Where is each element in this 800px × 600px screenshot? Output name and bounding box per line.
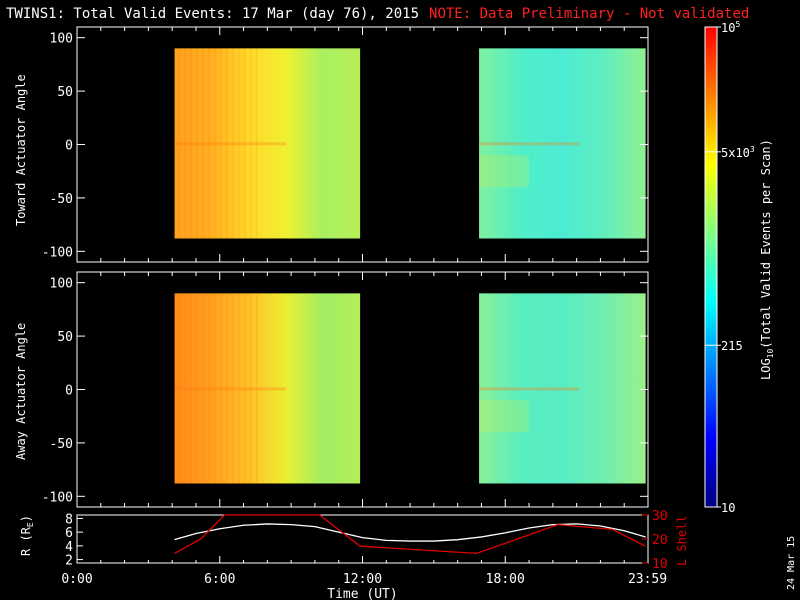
colorbar-tick-label: 105 bbox=[721, 20, 740, 35]
toward-panel-stripe bbox=[184, 48, 186, 239]
orbit-xtick-label: 23:59 bbox=[628, 572, 667, 587]
toward-panel-stripe bbox=[244, 48, 246, 239]
toward-panel-zero-band bbox=[479, 142, 580, 146]
orbit-xtick-label: 12:00 bbox=[343, 572, 382, 587]
toward-panel-stripe bbox=[178, 48, 180, 239]
away-panel-stripe bbox=[226, 293, 228, 484]
orbit-ytick-label: 8 bbox=[65, 512, 73, 527]
orbit-ytick-label: 6 bbox=[65, 526, 73, 541]
toward-panel-stripe bbox=[226, 48, 228, 239]
away-ylabel: Away Actuator Angle bbox=[14, 322, 28, 460]
ytick-label: -100 bbox=[42, 245, 73, 260]
toward-panel-stripe bbox=[232, 48, 234, 239]
away-panel-stripe bbox=[196, 293, 198, 484]
heatmap-layer bbox=[174, 48, 646, 484]
away-panel-patch bbox=[479, 400, 530, 433]
orbit-layer bbox=[174, 514, 646, 555]
lshell-ytick-label: 20 bbox=[652, 533, 668, 548]
orbit-xtick-label: 0:00 bbox=[61, 572, 92, 587]
toward-panel-zero-band bbox=[174, 142, 286, 146]
toward-panel-stripe bbox=[238, 48, 240, 239]
orbit-ytick-label: 4 bbox=[65, 540, 73, 555]
orbit-xtick-label: 18:00 bbox=[486, 572, 525, 587]
away-panel-stripe bbox=[214, 293, 216, 484]
toward-panel-segment bbox=[479, 48, 646, 239]
away-panel-stripe bbox=[256, 293, 258, 484]
away-panel-stripe bbox=[190, 293, 192, 484]
colorbar-tick-label: 215 bbox=[721, 339, 743, 353]
away-panel-stripe bbox=[202, 293, 204, 484]
plot-title: TWINS1: Total Valid Events: 17 Mar (day … bbox=[6, 6, 749, 22]
toward-panel-stripe bbox=[250, 48, 252, 239]
toward-panel-stripe bbox=[190, 48, 192, 239]
away-panel-stripe bbox=[250, 293, 252, 484]
orbit-ytick-label: 2 bbox=[65, 554, 73, 569]
lshell-ylabel: L Shell bbox=[675, 515, 689, 566]
away-panel-segment bbox=[479, 293, 646, 484]
toward-panel-stripe bbox=[196, 48, 198, 239]
away-panel-stripe bbox=[178, 293, 180, 484]
lshell-ytick-label: 10 bbox=[652, 557, 668, 572]
ytick-label: 50 bbox=[57, 85, 73, 100]
preliminary-note: NOTE: Data Preliminary - Not validated bbox=[429, 6, 750, 22]
toward-panel-stripe bbox=[256, 48, 258, 239]
orbit-lshell-line bbox=[174, 514, 646, 555]
lshell-ytick-label: 30 bbox=[652, 509, 668, 524]
orbit-xlabel: Time (UT) bbox=[327, 587, 397, 600]
ytick-label: 50 bbox=[57, 330, 73, 345]
toward-panel-stripe bbox=[220, 48, 222, 239]
colorbar-gradient bbox=[704, 26, 718, 508]
ytick-label: -50 bbox=[50, 192, 73, 207]
away-panel-stripe bbox=[238, 293, 240, 484]
date-stamp: 24 Mar 15 bbox=[786, 535, 797, 590]
away-panel-stripe bbox=[232, 293, 234, 484]
colorbar-tick-label: 10 bbox=[721, 501, 735, 515]
toward-panel-segment bbox=[174, 48, 361, 239]
orbit-frame bbox=[76, 514, 649, 564]
away-panel-stripe bbox=[184, 293, 186, 484]
ytick-label: 100 bbox=[50, 277, 73, 292]
ytick-label: 0 bbox=[65, 139, 73, 154]
orbit-xtick-label: 6:00 bbox=[204, 572, 235, 587]
toward-panel-patch bbox=[479, 155, 530, 188]
toward-panel-stripe bbox=[208, 48, 210, 239]
ytick-label: -100 bbox=[42, 490, 73, 505]
toward-ylabel: Toward Actuator Angle bbox=[14, 74, 28, 226]
title-text: TWINS1: Total Valid Events: 17 Mar (day … bbox=[6, 6, 420, 22]
colorbar-label: LOG10(Total Valid Events per Scan) bbox=[759, 139, 775, 380]
ytick-label: 0 bbox=[65, 384, 73, 399]
away-panel-stripe bbox=[208, 293, 210, 484]
ytick-label: 100 bbox=[50, 32, 73, 47]
colorbar: 105 5x103 215 10 LOG10(Total Valid Events pe… bbox=[704, 20, 775, 515]
orbit-r-line bbox=[174, 523, 646, 542]
away-panel-stripe bbox=[244, 293, 246, 484]
ytick-label: -50 bbox=[50, 437, 73, 452]
away-panel-segment bbox=[174, 293, 361, 484]
colorbar-tick-label: 5x103 bbox=[721, 145, 755, 160]
away-panel-zero-band bbox=[174, 387, 286, 391]
away-panel-stripe bbox=[220, 293, 222, 484]
toward-panel-stripe bbox=[202, 48, 204, 239]
toward-panel-stripe bbox=[214, 48, 216, 239]
orbit-ylabel: R (RE) bbox=[19, 515, 35, 556]
away-panel-zero-band bbox=[479, 387, 580, 391]
